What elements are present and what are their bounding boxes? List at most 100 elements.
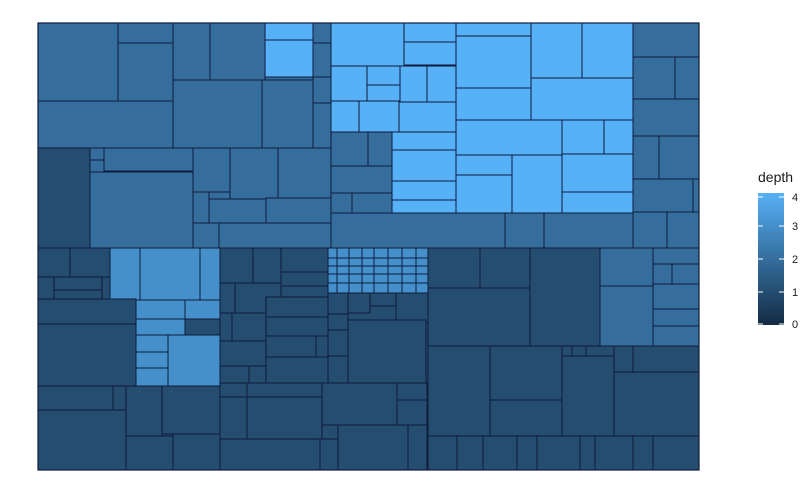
treemap-tile — [327, 247, 338, 259]
treemap-tile — [599, 247, 654, 287]
treemap-tile — [219, 340, 267, 367]
treemap-tile — [264, 22, 314, 41]
treemap-tile — [229, 147, 279, 200]
treemap-tile — [426, 65, 457, 103]
treemap-tile — [219, 382, 248, 398]
treemap-tile — [366, 65, 401, 86]
treemap-tile — [261, 79, 314, 149]
treemap-tile — [387, 247, 403, 259]
treemap-tile — [327, 313, 349, 331]
treemap-tile — [455, 119, 563, 156]
treemap-tile — [373, 282, 389, 294]
treemap-tile — [489, 345, 563, 401]
treemap-tile — [192, 191, 210, 224]
treemap-tile — [280, 271, 329, 287]
treemap-tile — [348, 257, 363, 267]
legend-tick-label: 0 — [792, 319, 798, 331]
treemap-tile — [455, 35, 532, 89]
treemap-tile — [135, 299, 186, 320]
treemap-tile — [427, 345, 491, 437]
treemap-tile — [135, 318, 186, 336]
treemap-tile — [347, 292, 371, 314]
treemap-tile — [312, 22, 332, 44]
treemap-tile — [561, 191, 634, 214]
treemap-tile — [312, 102, 332, 149]
treemap-tile — [652, 283, 700, 310]
treemap-tile — [613, 371, 700, 437]
treemap-tile — [103, 147, 194, 172]
treemap-tile — [652, 308, 700, 327]
treemap-tile — [184, 299, 221, 320]
treemap-tile — [401, 273, 417, 284]
treemap-tile — [391, 199, 457, 214]
treemap-tile — [427, 247, 481, 289]
treemap-tile — [330, 192, 353, 214]
treemap-tile — [594, 435, 634, 471]
treemap-tile — [265, 296, 329, 318]
treemap-tile — [327, 257, 338, 267]
treemap-tile — [373, 247, 389, 259]
treemap-frame — [37, 22, 700, 471]
treemap-tile — [530, 22, 583, 79]
treemap-tile — [652, 435, 700, 471]
treemap-tile — [330, 100, 360, 133]
treemap-tile — [246, 396, 323, 440]
treemap-tile — [336, 265, 350, 275]
treemap-tile — [403, 22, 457, 43]
treemap-tile — [336, 282, 350, 294]
legend-ticks: 4 3 2 1 0 — [758, 192, 798, 331]
treemap-tile — [37, 323, 137, 387]
treemap-tile — [264, 39, 314, 78]
treemap-tile — [456, 435, 484, 471]
treemap-tile — [125, 435, 174, 471]
treemap-tile — [373, 257, 389, 267]
treemap-tile — [401, 282, 417, 294]
treemap-tile — [632, 135, 660, 180]
treemap-tile — [361, 247, 375, 259]
treemap-tile — [327, 282, 338, 294]
treemap-tile — [167, 334, 221, 387]
treemap-tile — [455, 174, 513, 214]
treemap-tile — [415, 257, 429, 267]
treemap-tile — [504, 212, 545, 249]
treemap-tile — [337, 424, 409, 471]
treemap-tile — [387, 257, 403, 267]
treemap-tile — [391, 131, 457, 151]
treemap-tile — [277, 147, 332, 199]
treemap-tile — [632, 435, 654, 471]
treemap-tile — [53, 289, 103, 300]
treemap-tile — [652, 325, 700, 347]
treemap-tile — [231, 312, 267, 342]
treemap-tile — [37, 385, 114, 411]
treemap-tile — [561, 119, 605, 155]
treemap-tile — [53, 276, 103, 291]
treemap-tile — [218, 222, 332, 249]
treemap-tile — [391, 149, 457, 182]
treemap-tile — [312, 76, 332, 104]
treemap-tile — [327, 265, 338, 275]
treemap-tile — [652, 263, 673, 285]
treemap-tile — [330, 165, 393, 194]
treemap-tile — [387, 273, 403, 284]
treemap-tile — [330, 22, 405, 67]
treemap-tile — [511, 154, 563, 214]
treemap-tile — [415, 247, 429, 259]
treemap-tile — [101, 276, 111, 300]
legend-tick-label: 3 — [792, 221, 798, 233]
treemap-tile — [692, 178, 700, 213]
treemap-tile — [336, 247, 350, 259]
treemap-tile — [161, 385, 221, 435]
treemap-tile — [396, 399, 428, 426]
treemap-tile — [479, 247, 531, 291]
treemap-tile — [312, 42, 332, 78]
treemap-tile — [529, 247, 601, 347]
treemap-tile — [321, 382, 398, 426]
treemap-tile — [246, 382, 323, 398]
treemap-tile — [192, 222, 220, 249]
treemap-tile — [219, 247, 254, 284]
treemap-tile — [530, 77, 634, 121]
treemap-tile — [652, 247, 700, 265]
treemap-tile — [319, 438, 339, 471]
treemap-tile — [361, 273, 375, 284]
treemap-tile — [415, 265, 429, 275]
